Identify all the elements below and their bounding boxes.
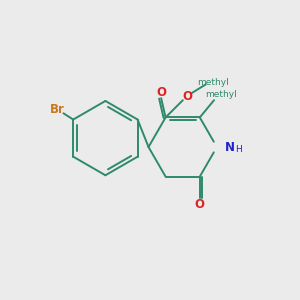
Text: O: O [182,89,192,103]
Text: H: H [235,145,242,154]
Text: O: O [156,86,166,99]
Text: methyl: methyl [205,90,237,99]
Text: O: O [195,198,205,212]
Text: methyl: methyl [197,78,228,87]
Text: N: N [225,140,235,154]
Text: Br: Br [50,103,64,116]
